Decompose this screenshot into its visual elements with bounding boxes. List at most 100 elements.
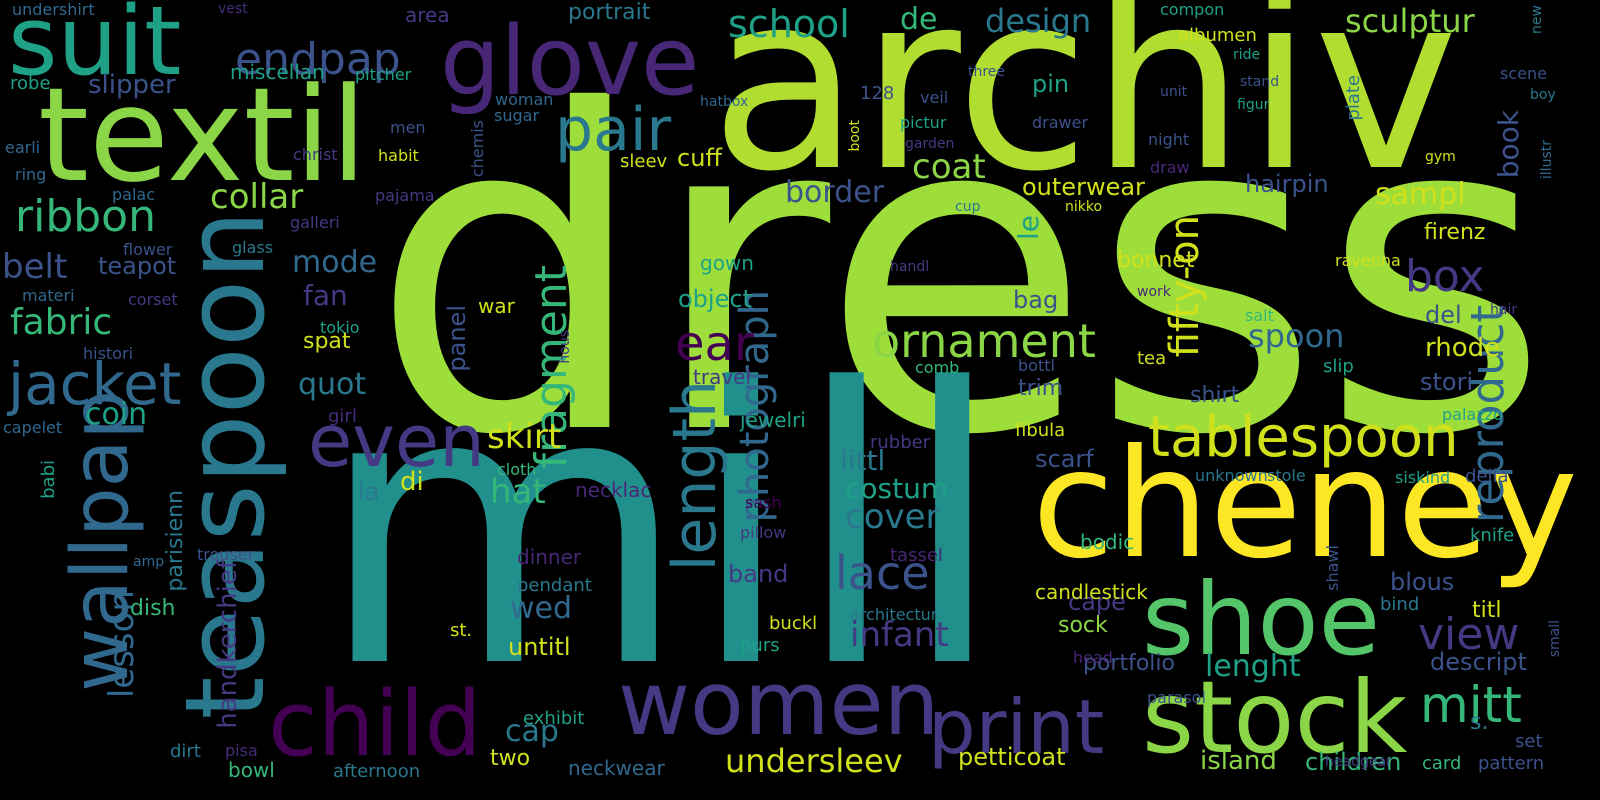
word-rubber: rubber — [870, 432, 931, 453]
word-nikko: nikko — [1065, 199, 1103, 215]
word-titl: titl — [1472, 598, 1502, 623]
word-stole: stole — [1267, 466, 1306, 485]
word-head: head — [1073, 648, 1113, 667]
word-scarf: scarf — [1035, 445, 1094, 473]
word-littl: littl — [840, 444, 886, 477]
word-school: school — [728, 2, 850, 46]
word-jewelri: jewelri — [740, 408, 806, 432]
word-s-: s. — [1470, 710, 1489, 735]
word-small: small — [1547, 620, 1563, 658]
word-undersleev: undersleev — [725, 742, 903, 780]
word-coin: coin — [85, 397, 148, 432]
word-palac: palac — [112, 185, 156, 204]
word-petticoat: petticoat — [958, 743, 1066, 771]
word-bind: bind — [1380, 594, 1420, 615]
word-ring: ring — [15, 165, 47, 184]
word-pin: pin — [1032, 70, 1070, 98]
word-bodic: bodic — [1080, 530, 1135, 554]
word-ornament: ornament — [872, 314, 1096, 368]
word-pendant: pendant — [517, 575, 592, 596]
word-archiv: archiv — [710, 0, 1459, 225]
word-men: men — [390, 118, 426, 137]
word-fan: fan — [303, 279, 348, 312]
word-new: new — [1529, 5, 1545, 34]
word-undershirt: undershirt — [12, 0, 95, 19]
word-tokio: tokio — [320, 318, 360, 337]
word-view: view — [1418, 609, 1520, 660]
word-cuff: cuff — [677, 144, 722, 172]
word-mitt: mitt — [1420, 676, 1522, 734]
word-garden: garden — [905, 136, 955, 152]
word-della: della — [1465, 466, 1509, 487]
word-tea: tea — [1137, 348, 1167, 369]
word-parasol: parasol — [1147, 688, 1206, 707]
word-set: set — [1515, 731, 1543, 752]
word-portfolio: portfolio — [1083, 651, 1175, 676]
word-sash: sash — [745, 493, 782, 512]
word-amp: amp — [133, 554, 165, 570]
word-robe: robe — [10, 73, 51, 94]
word-headgear: headgear — [1325, 754, 1392, 770]
word-de: de — [900, 2, 938, 37]
word-compon: compon — [1160, 0, 1225, 19]
word-coat: coat — [912, 147, 986, 187]
word-fibula: fibula — [1015, 420, 1066, 441]
word-band: band — [728, 560, 789, 588]
word-siskind: siskind — [1395, 468, 1451, 487]
word-mill: mill — [318, 308, 1005, 751]
word-trim: trim — [1018, 376, 1064, 401]
word-la: la — [358, 478, 380, 506]
word-girl: girl — [328, 406, 357, 427]
word-palazzo: palazzo — [1442, 405, 1503, 424]
word-parisienn: parisienn — [163, 490, 188, 592]
word-sculptur: sculptur — [1345, 2, 1475, 40]
word-del: del — [1425, 301, 1462, 329]
word-scene: scene — [1500, 64, 1547, 83]
word-vest: vest — [218, 1, 248, 17]
word-drawer: drawer — [1032, 113, 1089, 132]
word-handkerchief: handkerchief — [213, 560, 243, 729]
word-box: box — [1405, 251, 1485, 302]
word-boot: boot — [847, 120, 863, 152]
word-design: design — [985, 2, 1092, 40]
word-glove: glove — [440, 7, 700, 117]
word-materi: materi — [22, 286, 75, 305]
word-border: border — [785, 175, 885, 210]
word-histori: histori — [83, 344, 134, 363]
word-suit: suit — [8, 0, 182, 97]
word-pitcher: pitcher — [355, 65, 412, 84]
word-purs: purs — [740, 635, 780, 656]
word-cover: cover — [845, 497, 940, 537]
word-child: child — [268, 672, 482, 777]
word-sock: sock — [1058, 613, 1108, 638]
word-skirt: skirt — [487, 417, 562, 457]
word-pattern: pattern — [1478, 753, 1545, 774]
word-hairpin: hairpin — [1245, 170, 1329, 198]
word-bag: bag — [1013, 286, 1059, 314]
word-necklac: necklac — [575, 478, 652, 502]
word-jacket: jacket — [8, 350, 182, 418]
word-two: two — [490, 746, 531, 771]
word-comb: comb — [915, 358, 960, 377]
word-buckl: buckl — [769, 613, 818, 634]
word-architectur: architectur — [850, 605, 938, 624]
word-fifty-on: fifty-on — [1162, 215, 1208, 358]
word-illustr: illustr — [1539, 140, 1555, 180]
word-shoe: shoe — [1142, 561, 1381, 678]
word-quot: quot — [298, 367, 367, 402]
word-flower: flower — [123, 240, 173, 259]
word-outerwear: outerwear — [1022, 173, 1145, 201]
word-spoon: spoon — [1248, 317, 1345, 355]
word-ravenna: ravenna — [1335, 251, 1401, 270]
word-miscellan: miscellan — [230, 60, 325, 84]
word-dress: dress — [370, 19, 1550, 531]
word-veil: veil — [920, 88, 949, 107]
word-bowl: bowl — [228, 758, 275, 782]
word-card: card — [1422, 753, 1462, 774]
word-belt: belt — [2, 247, 68, 287]
word-hat: hat — [490, 472, 546, 512]
word-handl: handl — [890, 259, 930, 275]
word-teapot: teapot — [98, 252, 177, 280]
word-print: print — [928, 683, 1105, 771]
